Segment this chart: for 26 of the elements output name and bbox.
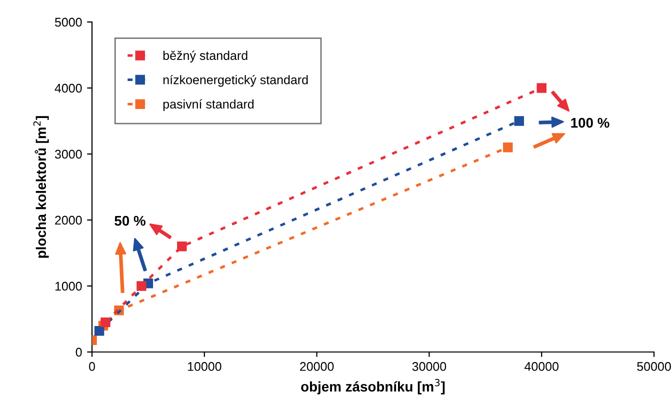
x-tick-label: 40000 [524, 362, 558, 371]
x-tick-label: 0 [89, 362, 95, 371]
point [100, 317, 110, 328]
x-axis-title: objem zásobníku [m$^{3}$] [301, 378, 445, 394]
point [514, 116, 524, 126]
legend-label: pasivní standard [163, 99, 254, 112]
annotation: 100 % [571, 118, 610, 128]
annotation: 50 % [114, 216, 146, 226]
legend-label: běžný standard [163, 50, 248, 62]
y-tick-label: 2000 [55, 216, 82, 225]
x-tick-label: 30000 [412, 362, 446, 371]
point [503, 142, 513, 152]
point [177, 242, 187, 252]
y-tick-label: 0 [76, 348, 82, 357]
x-tick-label: 50000 [637, 362, 671, 371]
point [536, 83, 546, 93]
y-tick-label: 3000 [54, 150, 82, 159]
x-tick-label: 10000 [188, 362, 222, 371]
y-axis-title: plocha kolektorů [m$^{2}$] [33, 116, 49, 258]
y-tick-label: 1000 [55, 282, 82, 291]
x-tick-label: 20000 [300, 362, 334, 371]
y-tick-label: 5000 [54, 18, 82, 27]
point [94, 326, 104, 336]
y-tick-label: 4000 [54, 84, 82, 93]
point [136, 281, 146, 291]
legend-label: nízkoenergetický standard [163, 74, 308, 87]
